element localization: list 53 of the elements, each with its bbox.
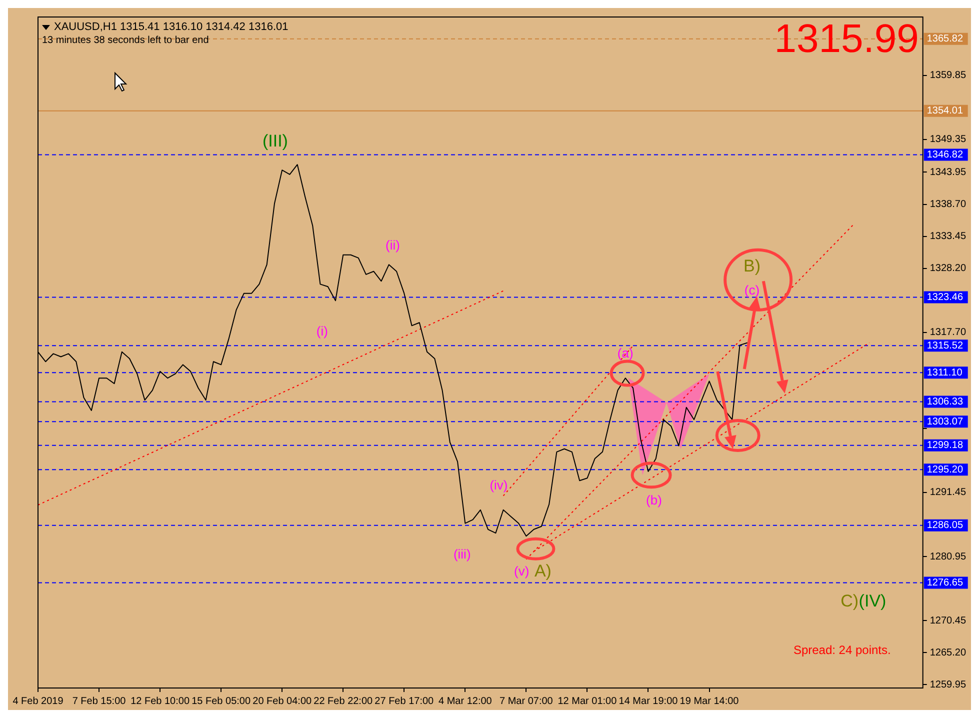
y-tick-label: 1259.95 <box>930 679 966 690</box>
x-tick-label: 27 Feb 17:00 <box>374 696 434 707</box>
annotation: B) <box>743 256 760 276</box>
x-tick-label: 14 Mar 19:00 <box>618 696 678 707</box>
ref-line-label: 1306.33 <box>926 396 964 408</box>
x-tick-label: 15 Feb 05:00 <box>192 696 251 707</box>
y-tick-label: 1265.20 <box>930 647 966 658</box>
x-tick-label: 4 Mar 12:00 <box>438 696 492 707</box>
x-tick-label: 4 Feb 2019 <box>12 696 64 707</box>
ref-line-label: 1354.01 <box>926 106 964 117</box>
text: 13 minutes 38 seconds left to bar end <box>42 35 209 47</box>
annotation: C) <box>840 592 859 611</box>
x-tick-label: 19 Mar 14:00 <box>680 696 740 707</box>
annotation: (a) <box>617 345 634 360</box>
x-tick-label: 22 Feb 22:00 <box>314 696 374 707</box>
ref-line-label: 1295.20 <box>926 464 964 476</box>
y-tick-label: 1270.45 <box>930 615 966 626</box>
x-tick-label: 7 Feb 15:00 <box>72 696 126 707</box>
x-tick-label: 20 Feb 04:00 <box>252 696 312 707</box>
x-tick-label: 12 Feb 10:00 <box>130 696 190 707</box>
annotation: A) <box>534 561 552 580</box>
chart-title: XAUUSD,H1 1315.41 1316.10 1314.42 1316.01 <box>54 21 288 34</box>
y-tick-label: 1338.70 <box>930 199 966 210</box>
ref-line-label: 1315.52 <box>926 340 964 352</box>
ref-line-label: 1303.07 <box>926 416 964 428</box>
annotation: (ii) <box>385 238 400 253</box>
ref-line-label: 1299.18 <box>926 440 964 452</box>
ref-line-label: 1276.65 <box>926 578 964 589</box>
ref-line-label: 1346.82 <box>926 149 964 160</box>
ref-line-label: 1323.46 <box>926 292 964 303</box>
annotation: (iii) <box>453 546 471 562</box>
annotation: 1315.99 <box>774 17 919 61</box>
ref-line-label: 1311.10 <box>926 367 963 378</box>
y-tick-label: 1343.95 <box>930 166 966 178</box>
y-tick-label: 1328.20 <box>930 263 966 274</box>
annotation: (IV) <box>858 592 886 611</box>
annotation: (i) <box>316 323 328 338</box>
annotation: (c) <box>744 282 760 298</box>
x-tick-label: 7 Mar 07:00 <box>500 696 554 707</box>
annotation: (iv) <box>490 478 508 493</box>
y-tick-label: 1333.45 <box>930 231 966 242</box>
annotation: (b) <box>646 492 662 507</box>
y-tick-label: 1280.95 <box>930 551 966 562</box>
annotation: (III) <box>262 132 288 151</box>
y-tick-label: 1291.45 <box>930 487 966 498</box>
ref-line-label: 1286.05 <box>926 520 964 532</box>
y-tick-label: 1359.85 <box>930 70 966 82</box>
y-tick-label: 1349.35 <box>930 134 966 146</box>
y-tick-label: 1317.70 <box>930 327 966 338</box>
annotation: (v) <box>514 563 530 578</box>
annotation: Spread: 24 points. <box>793 643 891 657</box>
ref-line-label: 1365.82 <box>926 34 964 45</box>
x-tick-label: 12 Mar 01:00 <box>558 696 618 707</box>
